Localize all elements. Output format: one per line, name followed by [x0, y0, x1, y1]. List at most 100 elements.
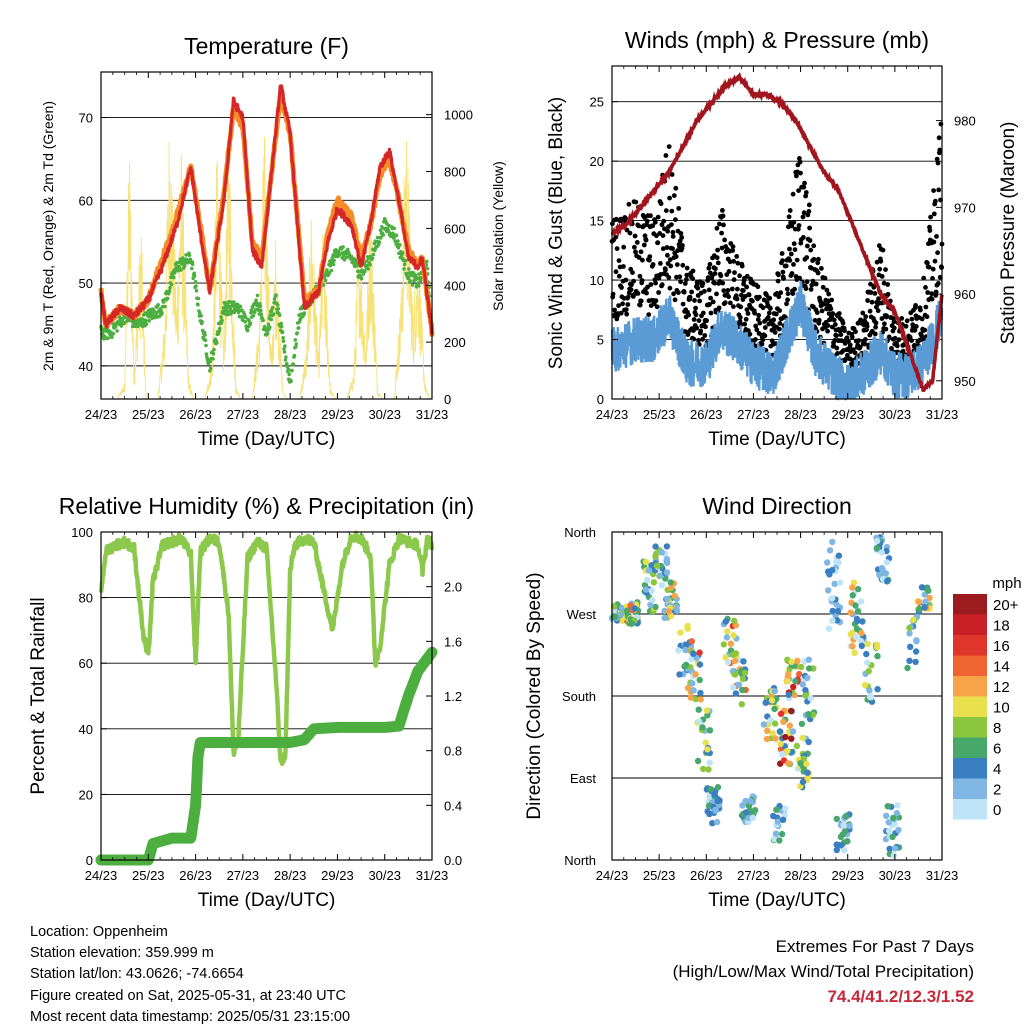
direction-point — [918, 584, 926, 591]
dewpoint-point — [169, 282, 174, 287]
gust-point — [778, 290, 784, 296]
dewpoint-point — [387, 223, 391, 228]
dewpoint-point — [294, 342, 299, 346]
extremes-values: 74.4/41.2/12.3/1.52 — [827, 987, 974, 1006]
gust-point — [746, 328, 751, 333]
gust-point — [620, 301, 625, 307]
gust-point — [641, 242, 647, 248]
gust-point — [639, 278, 645, 283]
gust-point — [720, 213, 726, 219]
y2-tick-label: 960 — [954, 287, 976, 302]
gust-point — [680, 301, 686, 307]
y-tick-label: 5 — [597, 333, 604, 348]
gust-point — [777, 308, 782, 313]
direction-point — [776, 728, 784, 735]
direction-point — [658, 582, 666, 589]
direction-point — [851, 649, 858, 656]
gust-point — [663, 153, 669, 158]
direction-point — [778, 830, 786, 838]
gust-point — [842, 328, 847, 334]
x-tick-label: 27/23 — [227, 407, 260, 422]
y2-tick-label: 1000 — [444, 108, 473, 123]
direction-point — [864, 640, 871, 648]
gust-point — [836, 311, 842, 316]
gust-point — [826, 291, 832, 297]
dewpoint-point — [211, 352, 216, 356]
gust-point — [796, 223, 802, 228]
gust-point — [864, 323, 870, 329]
direction-point — [854, 585, 862, 593]
gust-point — [670, 234, 676, 239]
gust-point — [616, 273, 622, 279]
gust-point — [731, 304, 736, 309]
gust-point — [618, 310, 624, 316]
gust-point — [646, 312, 652, 317]
gust-point — [629, 282, 634, 288]
dewpoint-point — [181, 256, 185, 260]
gust-point — [748, 276, 753, 282]
direction-point — [702, 739, 709, 746]
direction-point — [844, 838, 851, 845]
gust-point — [690, 276, 696, 282]
gust-point — [644, 218, 650, 224]
direction-point — [799, 778, 807, 786]
gust-point — [803, 286, 809, 291]
dewpoint-point — [378, 228, 383, 232]
dewpoint-point — [283, 358, 288, 362]
gust-point — [825, 323, 831, 328]
dewpoint-point — [255, 293, 260, 298]
y-tick-label: 60 — [79, 193, 93, 208]
gust-point — [700, 280, 706, 286]
gust-point — [803, 190, 809, 195]
gust-point — [816, 256, 821, 262]
dewpoint-point — [386, 229, 391, 233]
direction-point — [653, 550, 660, 557]
direction-point — [804, 674, 811, 682]
dewpoint-point — [212, 347, 216, 352]
gust-point — [798, 170, 803, 176]
recent-timestamp: Most recent data timestamp: 2025/05/31 2… — [30, 1008, 351, 1025]
gust-point — [667, 257, 673, 262]
dewpoint-point — [152, 308, 156, 313]
dewpoint-point — [280, 330, 285, 334]
direction-point — [878, 549, 885, 556]
direction-point — [853, 625, 861, 633]
direction-point — [922, 598, 929, 605]
direction-point — [664, 595, 671, 602]
gust-point — [689, 289, 694, 295]
dewpoint-point — [144, 322, 149, 326]
gust-point — [829, 297, 834, 303]
dewpoint-point — [408, 279, 413, 283]
gust-point — [636, 255, 642, 260]
direction-point — [841, 828, 849, 835]
direction-point — [805, 656, 813, 663]
gust-point — [825, 328, 830, 334]
direction-point — [890, 852, 898, 859]
dewpoint-point — [342, 258, 347, 262]
direction-point — [829, 538, 836, 546]
gust-point — [777, 321, 783, 326]
y-axis-label: 2m & 9m T (Red, Orange) & 2m Td (Green) — [40, 101, 56, 371]
gust-point — [648, 213, 653, 219]
gust-point — [862, 341, 868, 347]
gust-point — [875, 308, 881, 314]
gust-point — [875, 301, 881, 307]
gust-point — [789, 271, 795, 276]
direction-point — [697, 696, 704, 703]
direction-point — [760, 721, 768, 728]
gust-point — [877, 266, 883, 272]
dewpoint-point — [234, 308, 238, 313]
direction-point — [772, 735, 779, 742]
gust-point — [803, 193, 808, 199]
direction-point — [661, 614, 668, 622]
gust-point — [821, 301, 826, 307]
gust-point — [650, 262, 656, 267]
direction-point — [653, 562, 661, 569]
gust-point — [660, 233, 666, 239]
y2-tick-label: 1.2 — [444, 689, 462, 704]
dewpoint-point — [285, 361, 289, 366]
gust-point — [824, 306, 829, 312]
y-tick-label: 50 — [79, 276, 93, 291]
gust-point — [670, 246, 675, 252]
dewpoint-point — [147, 319, 151, 323]
